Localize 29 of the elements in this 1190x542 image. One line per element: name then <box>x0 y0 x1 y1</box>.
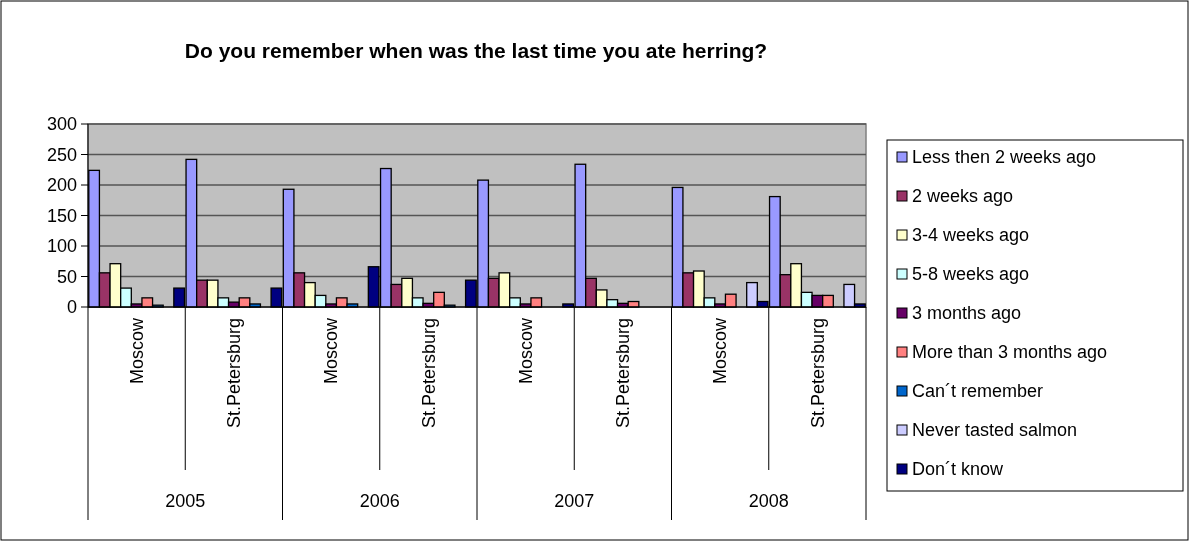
text: 2008 <box>748 491 789 511</box>
y-tick-label: 250 <box>46 144 77 165</box>
y-tick-label: 100 <box>46 236 77 257</box>
x-tick-label: St.Petersburg <box>807 318 828 429</box>
x-tick-label: Moscow <box>321 317 342 385</box>
legend-label: Less then 2 weeks ago <box>912 147 1097 168</box>
legend-label: 3-4 weeks ago <box>912 225 1030 246</box>
x-tick-label: Moscow <box>126 317 147 385</box>
legend-label: Don´t know <box>912 459 1005 480</box>
y-tick-label: 0 <box>66 297 77 318</box>
x-tick-label: Moscow <box>710 317 731 385</box>
legend-label: More than 3 months ago <box>912 342 1108 363</box>
legend-label: 3 months ago <box>912 303 1022 324</box>
y-tick-label: 300 <box>46 114 77 135</box>
x-tick-label: St.Petersburg <box>613 318 634 429</box>
text: 2007 <box>554 491 595 511</box>
legend-label: 5-8 weeks ago <box>912 264 1030 285</box>
y-tick-label: 200 <box>46 175 77 196</box>
chart-title: Do you remember when was the last time you ate herring? <box>184 39 768 62</box>
x-tick-label: Moscow <box>515 317 536 385</box>
legend-label: Can´t remember <box>912 381 1044 402</box>
text: 2005 <box>165 491 206 511</box>
text: 2006 <box>359 491 400 511</box>
legend-label: 2 weeks ago <box>912 186 1014 207</box>
y-tick-label: 50 <box>56 266 77 287</box>
x-tick-label: St.Petersburg <box>418 318 439 429</box>
y-tick-label: 150 <box>46 205 77 226</box>
legend-label: Never tasted salmon <box>912 420 1078 441</box>
x-tick-label: St.Petersburg <box>224 318 245 429</box>
